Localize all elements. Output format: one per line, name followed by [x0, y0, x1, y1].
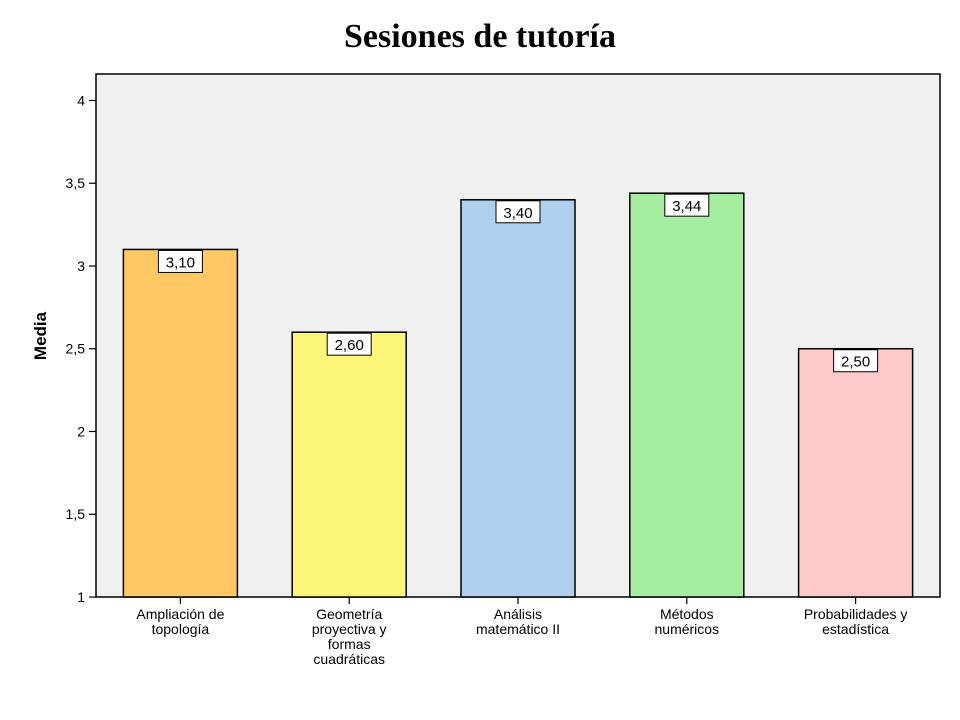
- data-label-box: [495, 200, 541, 224]
- x-tick-label: Geometría proyectiva y formas cuadráticas: [312, 606, 387, 667]
- data-label: 2,50: [841, 354, 870, 371]
- x-tick-label: Ampliación de topología: [136, 606, 224, 637]
- x-tick-label: Métodos numéricos: [655, 606, 720, 637]
- y-tick-label: 1: [77, 589, 85, 605]
- x-tick-label: Probabilidades y estadística: [804, 606, 908, 637]
- bar: [797, 347, 914, 598]
- y-tick-label: 4: [77, 92, 85, 108]
- y-tick-label: 2: [77, 423, 85, 439]
- data-label: 3,44: [672, 198, 701, 215]
- data-label: 3,10: [166, 254, 195, 271]
- y-tick-label: 3: [77, 258, 85, 274]
- data-label: 2,60: [335, 337, 364, 354]
- bar: [629, 192, 745, 598]
- data-label-box: [833, 349, 879, 373]
- y-tick-label: 3,5: [66, 175, 86, 191]
- bar: [460, 199, 576, 598]
- data-label: 3,40: [503, 205, 532, 222]
- y-tick-label: 2,5: [66, 341, 86, 357]
- data-label-box: [326, 332, 372, 356]
- data-label-box: [157, 249, 203, 273]
- chart-title: Sesiones de tutoría: [344, 18, 616, 55]
- y-tick-label: 1,5: [66, 506, 86, 522]
- y-axis-label: Media: [31, 311, 50, 360]
- data-label-box: [664, 193, 710, 217]
- bar: [122, 248, 239, 598]
- bar: [291, 331, 407, 598]
- x-tick-label: Análisis matemático II: [476, 606, 560, 637]
